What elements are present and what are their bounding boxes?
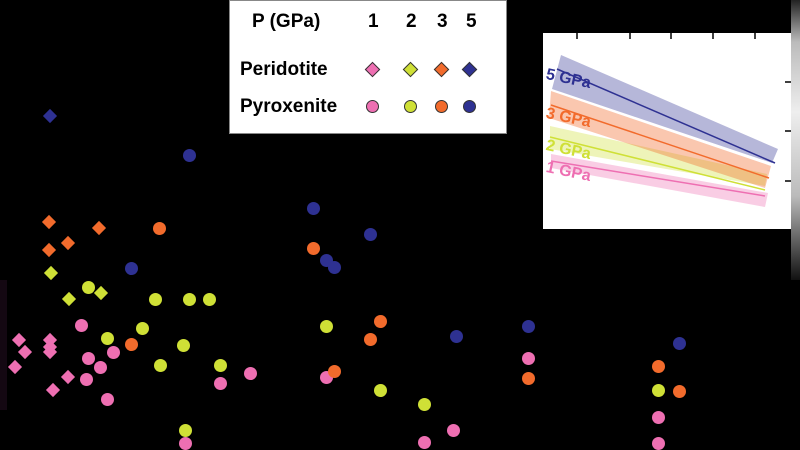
data-point-circle — [178, 436, 192, 450]
legend-label-pyroxenite: Pyroxenite — [240, 96, 338, 117]
data-point-circle — [81, 280, 95, 294]
data-point-diamond — [93, 285, 109, 301]
data-point-circle — [672, 336, 686, 350]
data-point-circle — [363, 332, 377, 346]
legend-pressure-5: 5 — [466, 11, 477, 32]
data-point-circle — [319, 319, 333, 333]
data-point-circle — [521, 319, 535, 333]
data-point-circle — [363, 227, 377, 241]
legend-pressure-3: 3 — [437, 11, 448, 32]
data-point-diamond — [17, 344, 33, 360]
data-point-diamond — [91, 220, 107, 236]
band-3gpa — [549, 91, 771, 188]
data-point-circle — [373, 383, 387, 397]
data-point-circle — [651, 383, 665, 397]
legend-diamond-icon — [402, 61, 418, 77]
data-point-circle — [672, 384, 686, 398]
data-point-circle — [306, 241, 320, 255]
data-point-circle — [417, 397, 431, 411]
legend-diamond-icon — [433, 61, 449, 77]
data-point-circle — [213, 358, 227, 372]
legend-diamond-icon — [461, 61, 477, 77]
data-point-circle — [178, 423, 192, 437]
data-point-circle — [651, 410, 665, 424]
legend-header: P (GPa) — [252, 11, 321, 32]
data-point-circle — [93, 360, 107, 374]
data-point-circle — [124, 337, 138, 351]
data-point-circle — [306, 201, 320, 215]
data-point-circle — [213, 376, 227, 390]
data-point-circle — [651, 359, 665, 373]
legend-label-peridotite: Peridotite — [240, 59, 328, 80]
left-edge-strip — [0, 280, 7, 410]
data-point-circle — [79, 372, 93, 386]
data-point-circle — [521, 351, 535, 365]
data-point-circle — [135, 321, 149, 335]
inset-bands-svg — [549, 33, 791, 207]
data-point-circle — [327, 260, 341, 274]
data-point-circle — [100, 331, 114, 345]
data-point-circle — [182, 292, 196, 306]
data-point-circle — [521, 371, 535, 385]
data-point-circle — [106, 345, 120, 359]
data-point-diamond — [60, 235, 76, 251]
data-point-diamond — [61, 291, 77, 307]
data-point-circle — [417, 435, 431, 449]
data-point-circle — [153, 358, 167, 372]
legend-diamond-icon — [364, 61, 380, 77]
data-point-circle — [243, 366, 257, 380]
data-point-circle — [74, 318, 88, 332]
data-point-circle — [446, 423, 460, 437]
band-1gpa — [551, 154, 768, 207]
data-point-circle — [449, 329, 463, 343]
data-point-diamond — [43, 265, 59, 281]
data-point-circle — [81, 351, 95, 365]
data-point-circle — [373, 314, 387, 328]
data-point-circle — [651, 436, 665, 450]
band-2gpa — [550, 126, 767, 186]
legend-circle-icon — [462, 99, 476, 113]
scrollbar[interactable] — [791, 0, 800, 280]
data-point-circle — [148, 292, 162, 306]
legend-circle-icon — [403, 99, 417, 113]
band-5gpa — [552, 55, 778, 163]
legend: P (GPa) 1 2 3 5 Peridotite Pyroxenite — [229, 0, 507, 134]
data-point-circle — [124, 261, 138, 275]
data-point-diamond — [41, 214, 57, 230]
legend-circle-icon — [365, 99, 379, 113]
data-point-circle — [152, 221, 166, 235]
data-point-circle — [176, 338, 190, 352]
legend-pressure-1: 1 — [368, 11, 379, 32]
data-point-diamond — [60, 369, 76, 385]
inset-chart: 5 GPa 3 GPa 2 GPa 1 GPa — [543, 33, 791, 229]
data-point-diamond — [7, 359, 23, 375]
data-point-diamond — [41, 242, 57, 258]
data-point-circle — [202, 292, 216, 306]
data-point-diamond — [42, 108, 58, 124]
data-point-diamond — [45, 382, 61, 398]
legend-circle-icon — [434, 99, 448, 113]
data-point-circle — [182, 148, 196, 162]
data-point-circle — [100, 392, 114, 406]
legend-pressure-2: 2 — [406, 11, 417, 32]
data-point-circle — [327, 364, 341, 378]
